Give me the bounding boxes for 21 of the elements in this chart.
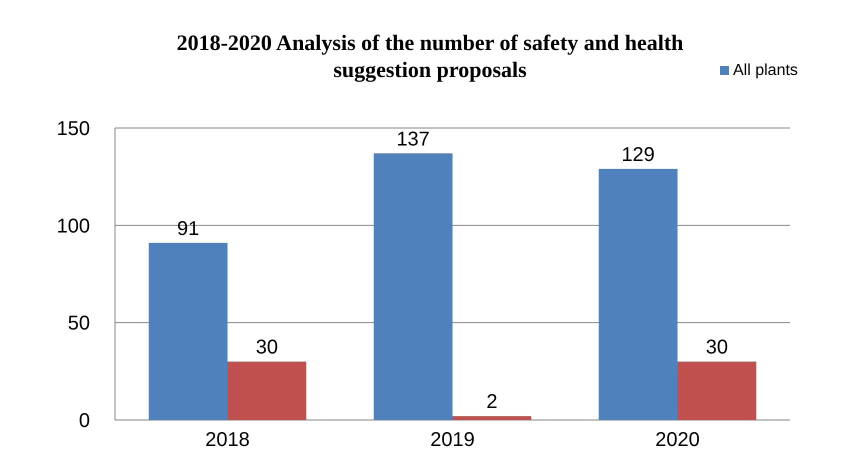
- legend-label: All plants: [733, 62, 798, 79]
- chart-title: 2018-2020 Analysis of the number of safety and health suggestion proposals: [176, 30, 684, 82]
- y-tick-label: 0: [78, 410, 90, 432]
- x-tick-label: 2019: [430, 429, 475, 451]
- y-tick-label: 100: [56, 215, 90, 238]
- y-tick-label: 50: [68, 312, 90, 335]
- data-label: 30: [256, 336, 278, 359]
- bar: [598, 168, 678, 420]
- bar: [374, 153, 452, 420]
- bar: [678, 362, 756, 420]
- y-tick-label: 150: [56, 118, 90, 140]
- data-label: 30: [706, 336, 728, 359]
- x-tick-label: 2020: [655, 429, 700, 451]
- bar: [148, 242, 228, 420]
- data-label: 91: [177, 218, 200, 240]
- bar: [228, 362, 306, 420]
- data-label: 137: [396, 128, 430, 150]
- data-label: 129: [621, 144, 655, 166]
- x-tick-label: 2018: [205, 429, 250, 451]
- data-label: 2: [486, 391, 498, 414]
- bar: [452, 416, 532, 420]
